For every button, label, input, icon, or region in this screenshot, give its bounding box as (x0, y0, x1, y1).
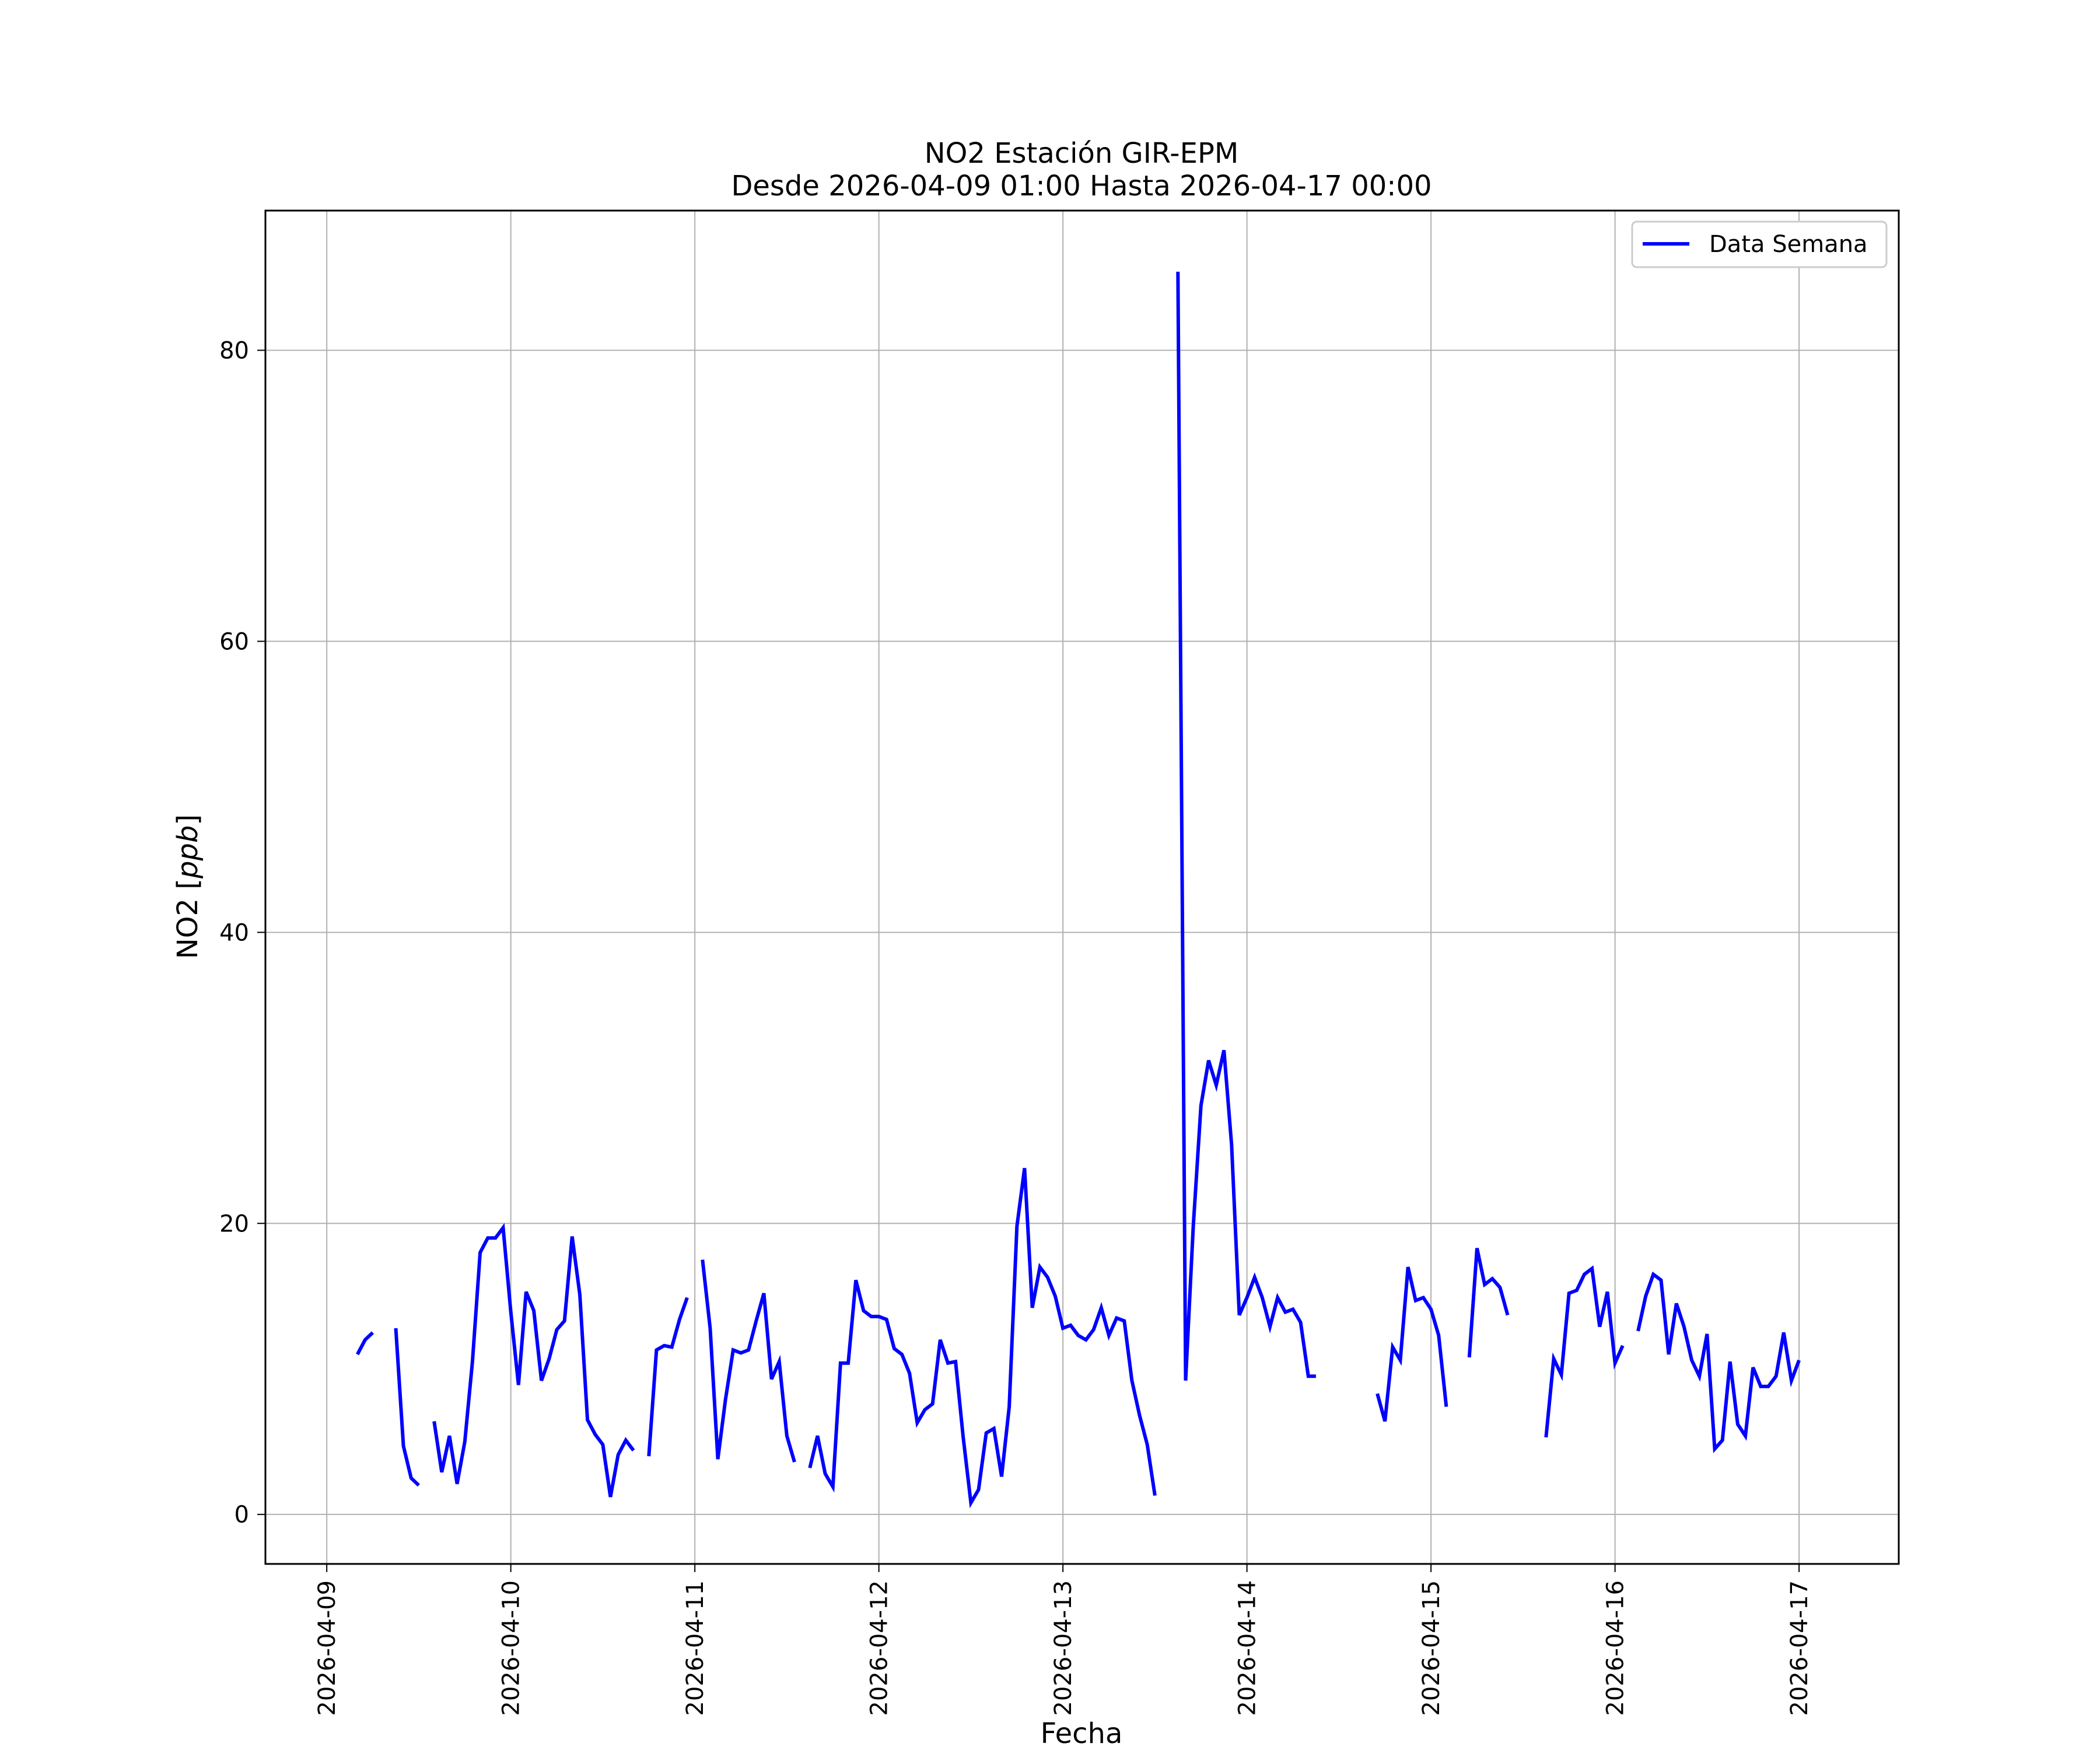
y-axis-label-unit: ppb (172, 825, 204, 879)
x-axis-ticks: 2026-04-09 2026-04-10 2026-04-11 2026-04-12… (314, 1564, 1813, 1716)
chart-title: NO2 Estación GIR-EPM (925, 137, 1239, 170)
y-tick-label: 0 (235, 1502, 249, 1528)
y-tick-label: 40 (219, 919, 249, 946)
legend: Data Semana (1631, 220, 1888, 268)
x-axis-label: Fecha (1041, 1717, 1123, 1750)
x-tick-label: 2026-04-13 (1050, 1580, 1077, 1716)
legend-label: Data Semana (1709, 231, 1868, 258)
chart-subtitle: Desde 2026-04-09 01:00 Hasta 2026-04-17 … (731, 170, 1432, 202)
x-tick-label: 2026-04-15 (1418, 1580, 1445, 1716)
legend-box (1631, 220, 1888, 268)
x-tick-label: 2026-04-17 (1786, 1580, 1813, 1716)
y-axis-label-close: ] (172, 814, 204, 825)
plot-frame (264, 209, 1900, 1565)
x-tick-label: 2026-04-11 (682, 1580, 709, 1716)
grid-lines (265, 211, 1899, 1564)
series-line-segment (1636, 1271, 1801, 1454)
x-tick-label: 2026-04-10 (498, 1580, 525, 1716)
series-line-segment (808, 1168, 1157, 1508)
series-line-segment (1544, 1265, 1625, 1438)
series-line-segment (432, 1223, 635, 1497)
x-tick-label: 2026-04-09 (314, 1580, 341, 1716)
series-line-segment (701, 1259, 796, 1463)
y-axis-label-main: NO2 [ (172, 878, 204, 959)
series-line-segment (647, 1297, 689, 1457)
series-line-segment (394, 1328, 420, 1487)
series-line-segment (356, 1331, 374, 1356)
y-axis-ticks: 0 20 40 60 80 (219, 337, 265, 1528)
series-data-semana (356, 271, 1801, 1508)
x-tick-label: 2026-04-14 (1234, 1580, 1261, 1716)
series-line-segment (1176, 271, 1316, 1381)
y-tick-label: 80 (219, 337, 249, 364)
series-line-segment (1467, 1248, 1510, 1358)
y-axis-label: NO2 [ppb] (172, 814, 204, 959)
y-tick-label: 60 (219, 628, 249, 655)
y-tick-label: 20 (219, 1210, 249, 1237)
x-tick-label: 2026-04-16 (1602, 1580, 1629, 1716)
series-line-segment (1376, 1266, 1448, 1422)
x-tick-label: 2026-04-12 (866, 1580, 893, 1716)
